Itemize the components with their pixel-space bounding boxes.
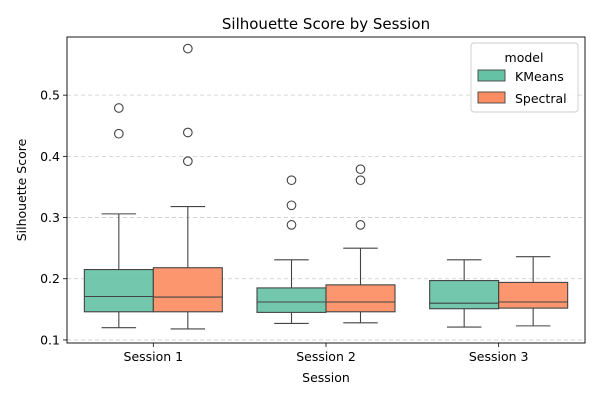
x-tick-label: Session 3 — [469, 349, 529, 364]
y-axis-title: Silhouette Score — [14, 138, 29, 241]
outlier-point — [113, 103, 124, 113]
box-kmeans-2 — [256, 175, 327, 324]
x-axis-title: Session — [302, 370, 350, 385]
boxes — [83, 43, 569, 330]
box-spectral-1 — [152, 43, 223, 330]
outlier-point — [355, 164, 366, 175]
outlier-point — [286, 220, 297, 230]
outlier-point — [355, 220, 366, 230]
box-kmeans-1 — [83, 103, 154, 329]
x-tick-label: Session 2 — [296, 349, 356, 364]
outlier-point — [286, 175, 297, 186]
x-tick-label: Session 1 — [124, 349, 184, 364]
y-tick-label: 0.1 — [40, 332, 60, 347]
box-body — [83, 269, 154, 313]
legend-title: model — [505, 50, 544, 65]
y-tick-label: 0.2 — [40, 271, 60, 286]
box-body — [429, 280, 500, 310]
legend-swatch-kmeans — [477, 69, 506, 82]
y-tick-label: 0.4 — [40, 149, 60, 164]
box-spectral-3 — [498, 256, 569, 327]
legend-swatch-spectral — [477, 91, 506, 104]
outlier-point — [355, 175, 366, 186]
box-body — [152, 267, 223, 313]
outlier-point — [182, 43, 193, 54]
chart-title: Silhouette Score by Session — [222, 15, 430, 33]
outlier-point — [182, 127, 193, 138]
box-body — [256, 287, 327, 313]
y-axis: 0.1 0.2 0.3 0.4 0.5 — [40, 88, 67, 347]
box-body — [325, 284, 396, 313]
box-spectral-2 — [325, 164, 396, 324]
legend: model KMeans Spectral — [470, 42, 579, 113]
y-tick-label: 0.3 — [40, 210, 60, 225]
y-tick-label: 0.5 — [40, 88, 60, 103]
legend-label-kmeans: KMeans — [515, 69, 564, 84]
outlier-point — [286, 200, 297, 211]
x-axis: Session 1 Session 2 Session 3 — [124, 343, 529, 364]
legend-label-spectral: Spectral — [515, 91, 567, 106]
box-body — [498, 281, 569, 309]
outlier-point — [113, 128, 124, 139]
box-kmeans-3 — [429, 259, 500, 328]
outlier-point — [182, 156, 193, 167]
